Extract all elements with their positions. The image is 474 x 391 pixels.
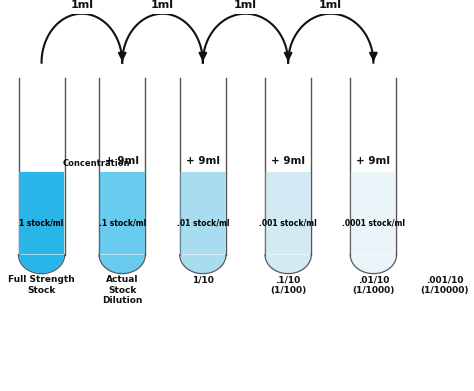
Text: .01/10
(1/1000): .01/10 (1/1000) (352, 275, 394, 295)
Text: + 9ml: + 9ml (271, 156, 305, 165)
Text: .01 stock/ml: .01 stock/ml (177, 218, 229, 227)
Text: .0001 stock/ml: .0001 stock/ml (342, 218, 405, 227)
Polygon shape (265, 172, 311, 273)
Text: + 9ml: + 9ml (105, 156, 139, 165)
Text: .001 stock/ml: .001 stock/ml (259, 218, 317, 227)
Text: + 9ml: + 9ml (186, 156, 220, 165)
Polygon shape (100, 172, 145, 273)
Polygon shape (180, 172, 226, 273)
Text: 1ml: 1ml (151, 0, 174, 10)
Text: 1ml: 1ml (234, 0, 257, 10)
Polygon shape (180, 78, 226, 273)
Text: Full Strength
Stock: Full Strength Stock (8, 275, 75, 295)
Text: 1 stock/ml: 1 stock/ml (19, 218, 64, 227)
Text: 1ml: 1ml (71, 0, 93, 10)
Polygon shape (19, 172, 64, 273)
Text: + 9ml: + 9ml (356, 156, 391, 165)
Polygon shape (100, 78, 145, 273)
Text: Actual
Stock
Dilution: Actual Stock Dilution (102, 275, 142, 305)
Text: 1/10: 1/10 (192, 275, 214, 284)
Text: Concentration: Concentration (63, 159, 131, 168)
Polygon shape (265, 78, 311, 273)
Text: .1/10
(1/100): .1/10 (1/100) (270, 275, 306, 295)
Text: .1 stock/ml: .1 stock/ml (99, 218, 146, 227)
Polygon shape (19, 78, 64, 273)
Polygon shape (351, 172, 396, 273)
Text: 1ml: 1ml (319, 0, 342, 10)
Polygon shape (351, 78, 396, 273)
Text: .001/10
(1/10000): .001/10 (1/10000) (420, 275, 469, 295)
